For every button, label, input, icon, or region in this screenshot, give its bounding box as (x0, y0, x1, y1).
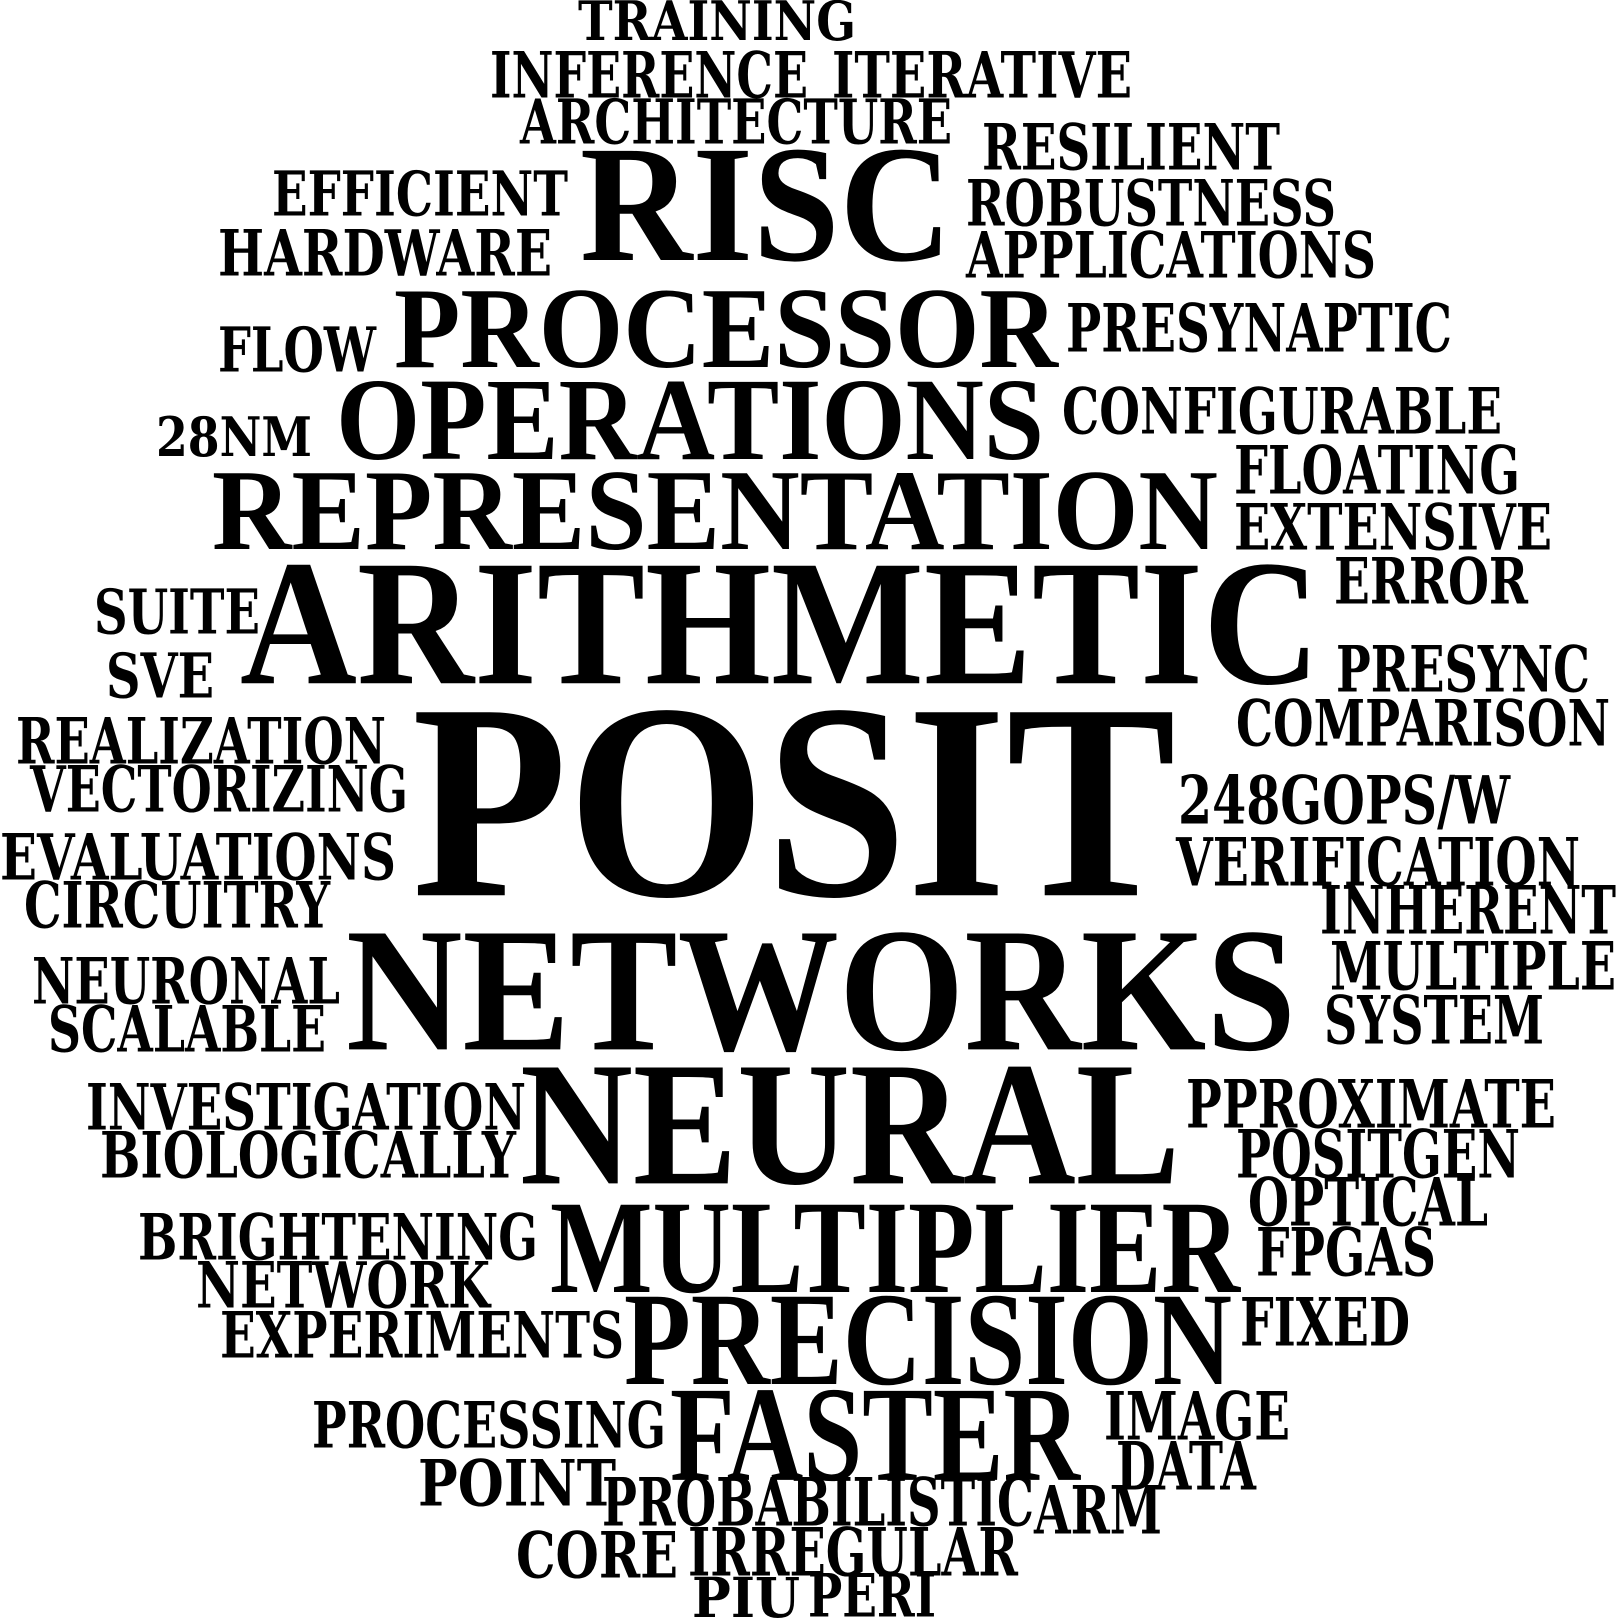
word-network: NETWORK (196, 1247, 490, 1323)
word-risc: RISC (580, 111, 952, 297)
word-robustness: ROBUSTNESS (966, 165, 1336, 241)
word-error: ERROR (1334, 543, 1528, 619)
word-fpgas: FPGAS (1256, 1212, 1436, 1292)
word-operations: OPERATIONS (336, 353, 1044, 485)
word-flow: FLOW (218, 313, 376, 387)
word-optical: OPTICAL (1248, 1162, 1488, 1242)
word-experiments: EXPERIMENTS (220, 1297, 624, 1373)
word-vectorizing: VECTORIZING (30, 751, 408, 827)
word-brightening: BRIGHTENING (138, 1199, 538, 1275)
word-realization: REALIZATION (16, 703, 386, 779)
word-multiple: MULTIPLE (1330, 926, 1616, 1006)
word-suite: SUITE (94, 575, 260, 649)
word-biologically: BIOLOGICALLY (100, 1117, 516, 1193)
word-applications: APPLICATIONS (966, 217, 1376, 293)
word-representation: REPRESENTATION (212, 446, 1218, 575)
word-scalable: SCALABLE (48, 991, 326, 1067)
word-neural: NEURAL (520, 1025, 1180, 1223)
word-piu: PIU (692, 1564, 800, 1619)
word-system: SYSTEM (1324, 980, 1544, 1060)
word-image: IMAGE (1104, 1376, 1290, 1456)
word-hardware: HARDWARE (218, 215, 552, 291)
word-probabilistic: PROBABILISTIC (602, 1462, 1034, 1542)
word-inherent: INHERENT (1320, 870, 1616, 950)
word-processing: PROCESSING (312, 1387, 666, 1463)
word-28nm: 28NM (156, 405, 312, 469)
word-efficient: EFFICIENT (272, 157, 568, 231)
word-processor: PROCESSOR (394, 264, 1058, 393)
word-architecture: ARCHITECTURE (520, 85, 952, 159)
word-floating: FLOATING (1234, 430, 1520, 510)
word-configurable: CONFIGURABLE (1062, 373, 1502, 449)
word-faster: FASTER (670, 1358, 1080, 1510)
word-248gops: 248GOPS/W (1178, 760, 1510, 840)
word-circuitry: CIRCUITRY (24, 867, 330, 943)
word-point: POINT (418, 1445, 616, 1521)
word-evaluations: EVALUATIONS (0, 819, 396, 895)
word-multiplier: MULTIPLIER (550, 1173, 1240, 1322)
word-resilient: RESILIENT (982, 109, 1280, 185)
word-core: CORE (516, 1517, 678, 1593)
word-precision: PRECISION (624, 1265, 1232, 1414)
word-training: TRAINING (578, 0, 856, 53)
word-networks: NETWORKS (346, 891, 1296, 1089)
word-investigation: INVESTIGATION (86, 1069, 526, 1145)
word-arithmetic: ARITHMETIC (240, 523, 1320, 723)
word-presync: PRESYNC (1336, 631, 1590, 707)
word-sve: SVE (106, 639, 214, 713)
word-inference: INFERENCE (490, 37, 808, 113)
word-extensive: EXTENSIVE (1234, 489, 1552, 565)
word-verification: VERIFICATION (1176, 822, 1580, 902)
word-neuronal: NEURONAL (32, 943, 340, 1019)
word-fixed: FIXED (1240, 1282, 1410, 1362)
word-data: DATA (1116, 1426, 1256, 1506)
word-arm: ARM (1034, 1470, 1162, 1550)
word-peri: PERI (808, 1559, 936, 1619)
word-irregular: IRREGULAR (688, 1512, 1018, 1592)
word-iterative: ITERATIVE (832, 37, 1132, 113)
word-positgen: POSITGEN (1236, 1114, 1520, 1194)
word-posit: POSIT (412, 646, 1176, 957)
word-presynaptic: PRESYNAPTIC (1066, 288, 1452, 368)
word-pproximate: PPROXIMATE (1186, 1064, 1556, 1144)
word-comparison: COMPARISON (1236, 685, 1610, 761)
